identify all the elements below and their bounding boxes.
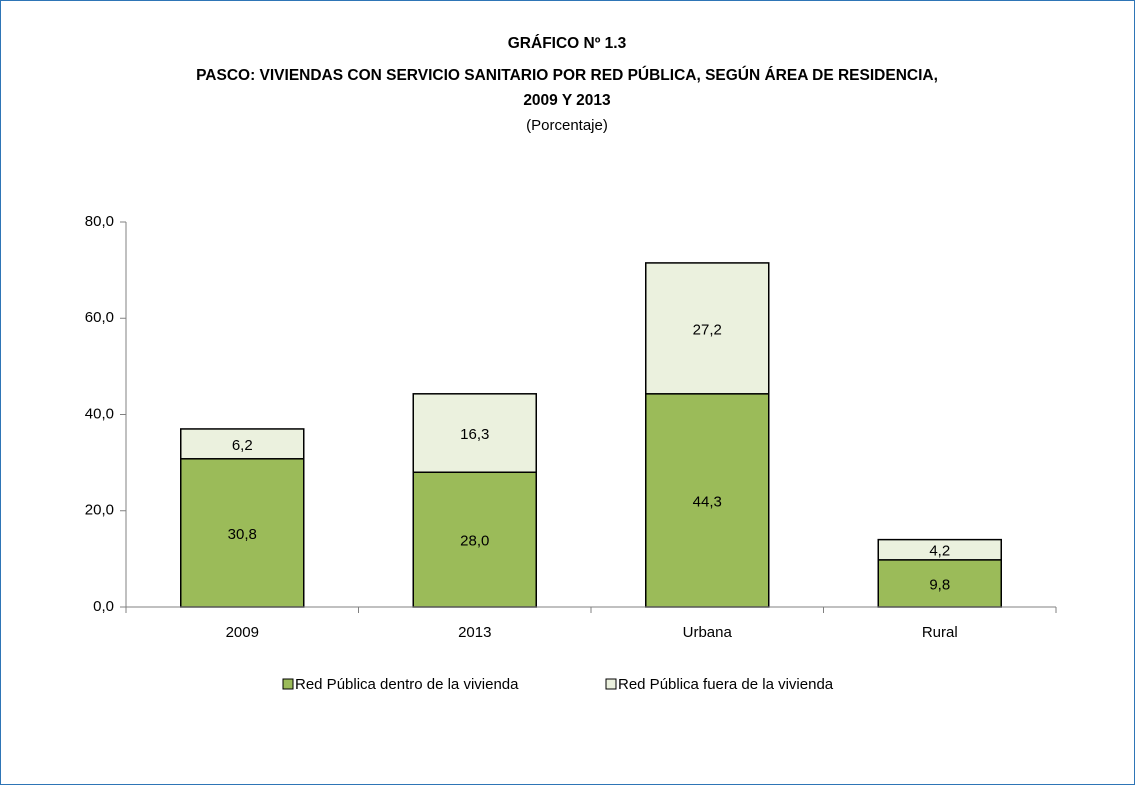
bar-segment: [180, 428, 305, 460]
chart-subtitle: PASCO: VIVIENDAS CON SERVICIO SANITARIO …: [196, 66, 938, 84]
y-tick-label: 40,0: [85, 405, 114, 422]
unit-label: (Porcentaje): [526, 117, 608, 134]
value-label: 4,2: [929, 543, 950, 560]
value-label: 27,2: [693, 321, 722, 338]
y-tick-label: 80,0: [85, 213, 114, 230]
legend-swatch: [605, 678, 617, 690]
value-label: 44,3: [693, 493, 722, 510]
bar-segment: [877, 559, 1002, 608]
value-label: 30,8: [228, 526, 257, 543]
legend-label: Red Pública dentro de la vivienda: [295, 676, 519, 693]
chart-subtitle: 2009 Y 2013: [523, 92, 611, 109]
legend-label: Red Pública fuera de la vivienda: [618, 676, 834, 693]
x-tick-label: Rural: [922, 624, 958, 641]
x-tick-label: 2013: [458, 624, 491, 641]
bar-segment: [412, 393, 537, 473]
value-label: 28,0: [460, 533, 489, 550]
value-label: 6,2: [232, 437, 253, 454]
bar-segment: [180, 458, 305, 608]
legend-swatch: [282, 678, 294, 690]
bar-segment: [877, 538, 1002, 561]
bar-segment: [645, 262, 770, 395]
y-tick-label: 0,0: [93, 598, 114, 615]
bar-segment: [645, 393, 770, 608]
y-tick-label: 20,0: [85, 502, 114, 519]
chart-title: GRÁFICO Nº 1.3: [508, 35, 627, 52]
value-label: 16,3: [460, 426, 489, 443]
x-tick-label: 2009: [226, 624, 259, 641]
value-label: 9,8: [929, 576, 950, 593]
x-tick-label: Urbana: [683, 624, 733, 641]
y-tick-label: 60,0: [85, 309, 114, 326]
